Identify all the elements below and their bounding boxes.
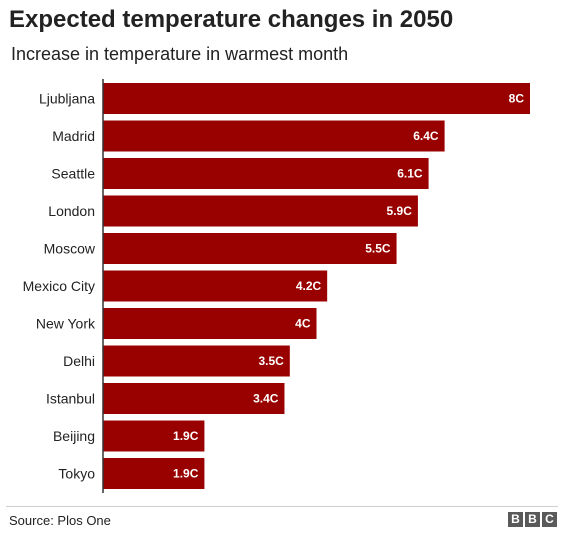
category-label: Madrid xyxy=(52,128,95,144)
bar xyxy=(103,458,205,489)
value-label: 8C xyxy=(509,92,525,106)
bar xyxy=(103,383,285,414)
bar xyxy=(103,345,290,377)
bar xyxy=(103,420,205,452)
value-label: 3.5C xyxy=(258,354,284,368)
category-label: Mexico City xyxy=(23,278,95,294)
value-label: 4.2C xyxy=(296,279,322,293)
value-label: 3.4C xyxy=(253,392,279,406)
value-label: 6.1C xyxy=(397,167,423,181)
bar xyxy=(103,158,429,189)
bbc-logo: B B C xyxy=(508,512,557,527)
chart-title: Expected temperature changes in 2050 xyxy=(9,6,454,33)
value-label: 5.9C xyxy=(387,204,413,218)
category-label: Istanbul xyxy=(46,391,95,407)
category-label: Ljubljana xyxy=(39,91,95,107)
bar-chart: Ljubljana 8C Madrid 6.4C Seattle 6.1C London 5.… xyxy=(23,79,530,493)
value-label: 6.4C xyxy=(413,129,439,143)
value-label: 5.5C xyxy=(365,242,391,256)
category-label: Beijing xyxy=(53,428,95,444)
bar xyxy=(103,308,317,339)
category-label: Tokyo xyxy=(58,466,95,482)
bbc-logo-letter-1: B xyxy=(508,512,523,527)
category-label: Delhi xyxy=(63,353,95,369)
chart-subtitle: Increase in temperature in warmest month xyxy=(11,44,349,64)
value-label: 1.9C xyxy=(173,429,199,443)
bar xyxy=(103,195,418,227)
bar xyxy=(103,270,328,302)
source-note: Source: Plos One xyxy=(9,513,111,528)
value-label: 4C xyxy=(295,317,311,331)
category-label: Moscow xyxy=(44,241,96,257)
bar xyxy=(103,120,445,152)
category-label: New York xyxy=(36,316,96,332)
value-label: 1.9C xyxy=(173,467,199,481)
bbc-logo-letter-2: B xyxy=(525,512,540,527)
bar xyxy=(103,233,397,264)
category-label: Seattle xyxy=(51,166,95,182)
footer-divider xyxy=(6,506,558,507)
category-label: London xyxy=(48,203,95,219)
bbc-logo-letter-3: C xyxy=(542,512,557,527)
bar xyxy=(103,83,530,114)
